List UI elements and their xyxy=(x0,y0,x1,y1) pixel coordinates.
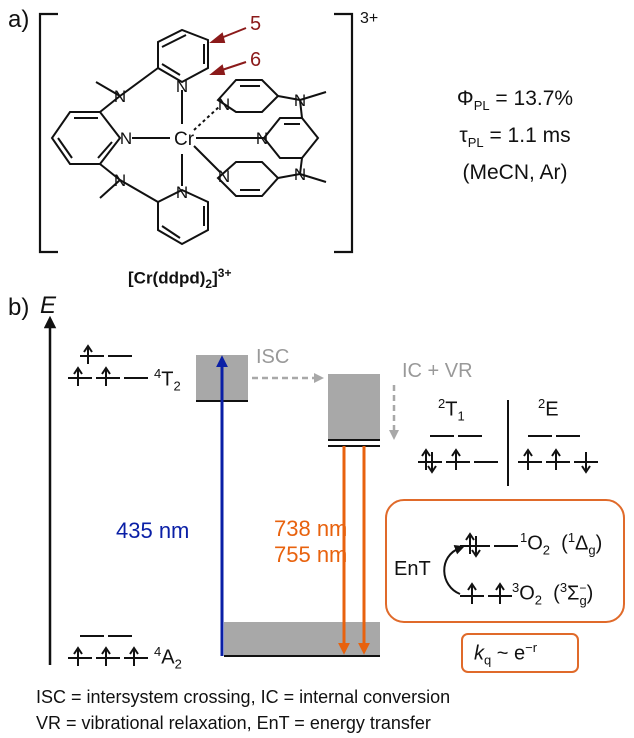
complex-charge: 3+ xyxy=(360,10,379,27)
isc-label: ISC xyxy=(256,346,290,368)
config-4T2 xyxy=(68,344,148,386)
legend-line-1: ISC = intersystem crossing, IC = interna… xyxy=(36,687,451,707)
band-4A2 xyxy=(224,622,380,656)
kq-box xyxy=(461,633,579,673)
atom-n-right-amine-bottom: N xyxy=(294,165,306,184)
right-middle-ring xyxy=(262,117,320,159)
cr-complex-structure: N N N N N N N N N N Cr 5 6 xyxy=(38,12,354,254)
singlet-oxygen-label: 1O2 (1Δg) xyxy=(520,530,603,558)
config-4A2 xyxy=(68,635,148,666)
panel-a-label: a) xyxy=(8,6,30,33)
kq-relation: kq ~ e−r xyxy=(474,640,538,668)
atom-n-amine-top: N xyxy=(114,87,126,106)
atom-n-right-amine-top: N xyxy=(294,91,306,110)
position-label-6: 6 xyxy=(250,49,261,71)
panel-b-label: b) xyxy=(8,294,30,321)
icvr-label: IC + VR xyxy=(402,360,473,382)
state-label-4A2: 4A2 xyxy=(154,644,182,672)
config-2T1-2E xyxy=(418,400,598,486)
abbreviation-legend: ISC = intersystem crossing, IC = interna… xyxy=(36,684,450,736)
absorption-wavelength: 435 nm xyxy=(116,518,190,543)
left-bracket xyxy=(38,12,58,254)
atom-cr: Cr xyxy=(174,129,195,150)
atom-n-bottom: N xyxy=(176,183,188,202)
position-label-5: 5 xyxy=(250,13,261,35)
complex-name: [Cr(ddpd)2]3+ xyxy=(128,266,232,292)
ent-curved-arrow xyxy=(443,545,465,595)
atom-n-top: N xyxy=(176,77,188,96)
triplet-oxygen-label: 3O2 (3Σ−g) xyxy=(512,580,594,608)
atom-n-right-bottom: N xyxy=(218,167,230,186)
atom-n-left: N xyxy=(120,129,132,148)
atom-n-right-middle: N xyxy=(256,129,268,148)
energy-axis-label: E xyxy=(40,292,57,319)
atom-n-right-top: N xyxy=(218,95,230,114)
photophysics-block: ΦPL = 13.7% τPL = 1.1 ms (MeCN, Ar) xyxy=(420,84,610,188)
band-2T1-2E xyxy=(328,374,380,440)
state-label-2E: 2E xyxy=(538,396,559,421)
conditions: (MeCN, Ar) xyxy=(462,161,568,185)
ent-label: EnT xyxy=(394,558,431,580)
legend-line-2: VR = vibrational relaxation, EnT = energ… xyxy=(36,713,431,733)
quantum-yield: ΦPL = 13.7% xyxy=(456,87,574,114)
state-label-2T1: 2T1 xyxy=(438,396,465,424)
right-bracket xyxy=(334,12,354,254)
emission-wavelength-755: 755 nm xyxy=(274,542,348,567)
emission-wavelength-738: 738 nm xyxy=(274,516,348,541)
atom-n-amine-bottom: N xyxy=(114,171,126,190)
config-o2 xyxy=(443,532,518,604)
ent-box xyxy=(385,499,625,623)
lifetime: τPL = 1.1 ms xyxy=(459,124,571,151)
emission-wavelengths: 738 nm 755 nm xyxy=(274,516,347,568)
state-label-4T2: 4T2 xyxy=(154,366,181,394)
